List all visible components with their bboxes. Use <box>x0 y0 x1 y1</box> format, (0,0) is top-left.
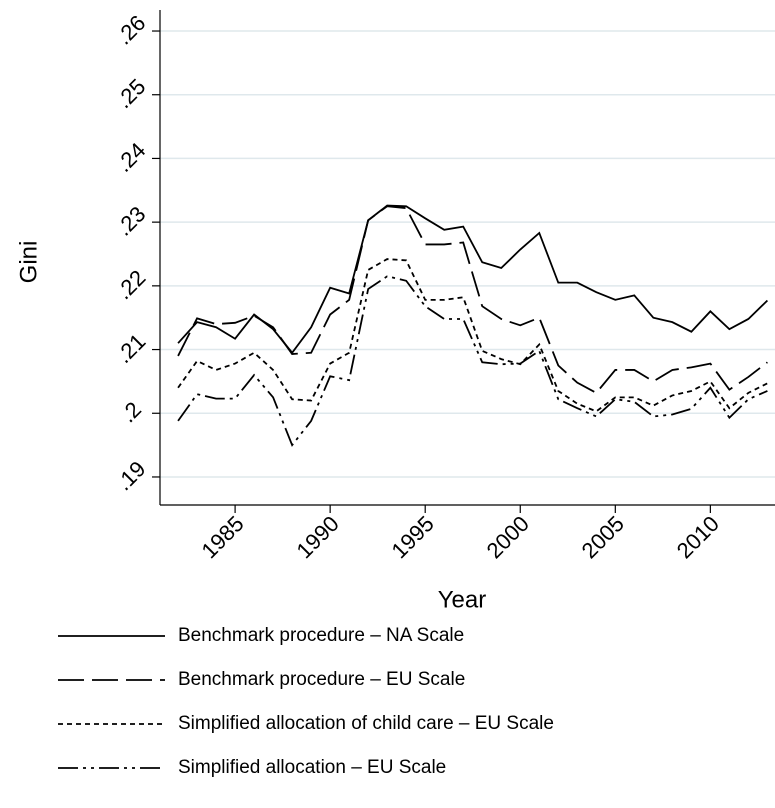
y-tick-label: .2 <box>115 397 146 428</box>
y-tick-label: .26 <box>111 10 150 49</box>
y-tick-label: .24 <box>111 138 150 177</box>
x-tick-label: 1985 <box>196 511 248 563</box>
x-tick-label: 2000 <box>482 511 534 563</box>
x-tick-label: 2010 <box>672 511 724 563</box>
series-line <box>177 205 768 395</box>
y-tick-label: .19 <box>111 456 150 495</box>
legend-label: Simplified allocation – EU Scale <box>178 757 446 778</box>
legend-label: Benchmark procedure – EU Scale <box>178 669 465 690</box>
y-tick-label: .21 <box>111 329 150 368</box>
y-tick-label: .23 <box>111 201 150 240</box>
x-axis-title: Year <box>438 586 487 613</box>
y-tick-label: .22 <box>111 265 150 304</box>
x-tick-label: 1995 <box>387 511 439 563</box>
y-tick-label: .25 <box>111 74 150 113</box>
y-axis-title: Gini <box>15 241 42 284</box>
x-tick-label: 2005 <box>577 511 629 563</box>
x-tick-label: 1990 <box>291 511 343 563</box>
series-line <box>177 258 768 413</box>
legend-label: Benchmark procedure – NA Scale <box>178 625 464 646</box>
series-line <box>177 275 768 447</box>
series-line <box>177 204 769 355</box>
legend-label: Simplified allocation of child care – EU… <box>178 713 554 734</box>
